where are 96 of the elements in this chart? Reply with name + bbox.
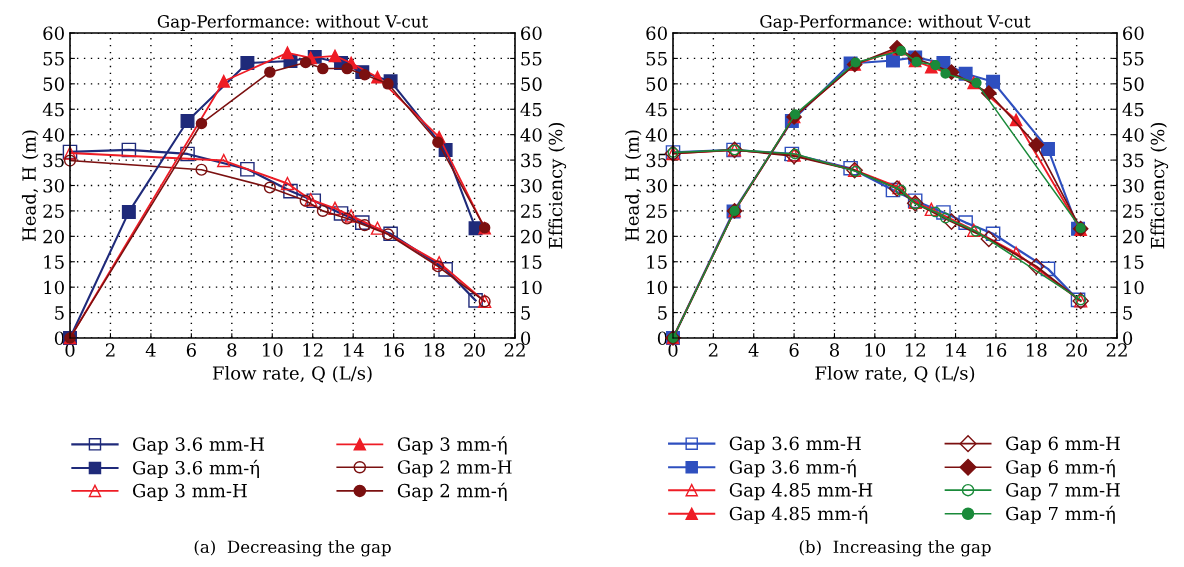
x-tick-label: 22 <box>504 343 525 357</box>
y2-tick-label: 30 <box>1123 178 1144 193</box>
y-tick-label: 55 <box>43 52 64 66</box>
x-tick-label: 18 <box>1026 343 1047 357</box>
y2-tick-label: 30 <box>521 178 542 193</box>
text: (b) Increasing the gap <box>799 540 991 557</box>
y-tick-label: 20 <box>43 229 64 244</box>
x-tick-label: 10 <box>262 343 283 357</box>
y2-tick-label: 20 <box>1123 229 1144 244</box>
y2-tick-label: 60 <box>1123 26 1144 41</box>
legend-label: Gap 2 mm-H <box>397 460 512 478</box>
y-tick-label: 35 <box>43 153 64 168</box>
y-tick-label: 15 <box>647 255 667 269</box>
y-tick-label: 60 <box>43 26 64 41</box>
y-tick-label: 30 <box>43 178 64 193</box>
legend-label: Gap 3.6 mm-ή <box>729 459 856 478</box>
chart-title: Gap-Performance: without V-cut <box>157 14 429 31</box>
y-tick-label: 5 <box>658 306 667 320</box>
legend-label: Gap 2 mm-ή <box>397 482 507 501</box>
x-tick-label: 4 <box>145 343 156 357</box>
x-tick-label: 16 <box>986 343 1007 357</box>
y-tick-label: 5 <box>55 306 64 320</box>
x-tick-label: 20 <box>1066 343 1087 357</box>
legend-label: Gap 3 mm-ή <box>397 436 507 455</box>
x-tick-label: 10 <box>865 343 886 357</box>
legend-label: Gap 3.6 mm-H <box>132 437 264 455</box>
y-tick-label: 20 <box>646 229 667 244</box>
y2-tick-label: 35 <box>1123 153 1144 168</box>
y2-tick-label: 10 <box>1124 280 1144 295</box>
y-tick-label: 30 <box>646 178 667 193</box>
y-tick-label: 10 <box>44 280 64 295</box>
x-tick-label: 8 <box>829 343 839 357</box>
y2-tick-label: 25 <box>1123 204 1144 219</box>
y2-tick-label: 0 <box>1123 331 1133 346</box>
x-tick-label: 16 <box>384 343 404 357</box>
y-tick-label: 50 <box>646 77 667 91</box>
x-tick-label: 14 <box>946 343 967 357</box>
y-tick-label: 40 <box>42 128 64 142</box>
y-tick-label: 60 <box>646 26 667 41</box>
x-tick-label: 20 <box>464 343 485 357</box>
legend-label: Gap 6 mm-H <box>1006 436 1120 454</box>
y2-tick-label: 40 <box>520 128 542 142</box>
y2-axis-title: Efficiency (%) <box>548 123 567 249</box>
x-tick-label: 2 <box>105 343 115 357</box>
y2-tick-label: 55 <box>521 52 542 66</box>
x-tick-label: 6 <box>186 343 196 357</box>
y-tick-label: 15 <box>44 255 64 269</box>
text: (a) Decreasing the gap <box>194 540 391 557</box>
y-tick-label: 40 <box>645 128 667 142</box>
y2-tick-label: 5 <box>1123 306 1132 320</box>
legend-label: Gap 4.85 mm-H <box>729 483 873 501</box>
y2-axis-title: Efficiency (%) <box>1150 123 1169 249</box>
legend-label: Gap 7 mm-H <box>1006 483 1120 501</box>
x-tick-label: 22 <box>1106 343 1127 357</box>
y-tick-label: 55 <box>646 52 667 66</box>
y2-tick-label: 15 <box>1124 255 1144 269</box>
y2-tick-label: 40 <box>1122 128 1144 142</box>
y2-tick-label: 0 <box>521 331 531 346</box>
y-tick-label: 10 <box>647 280 667 295</box>
legend-label: Gap 3.6 mm-ή <box>132 459 259 479</box>
y-tick-label: 45 <box>645 102 667 117</box>
y-tick-label: 50 <box>43 77 64 91</box>
x-axis-title: Flow rate, Q (L/s) <box>815 365 975 383</box>
y2-tick-label: 5 <box>521 306 530 320</box>
y2-tick-label: 55 <box>1123 52 1144 66</box>
x-tick-label: 2 <box>708 343 718 357</box>
y2-tick-label: 60 <box>521 26 542 41</box>
y2-tick-label: 50 <box>1123 77 1144 91</box>
legend-label: Gap 3 mm-H <box>132 483 247 501</box>
legend-label: Gap 3.6 mm-H <box>729 436 861 454</box>
x-tick-label: 4 <box>748 343 759 357</box>
y-axis-title: Head, H (m) <box>21 130 39 241</box>
legend-label: Gap 7 mm-ή <box>1006 505 1115 524</box>
y2-tick-label: 45 <box>520 102 542 117</box>
x-tick-label: 14 <box>343 343 364 357</box>
y2-tick-label: 20 <box>521 229 542 244</box>
x-tick-label: 12 <box>303 343 323 357</box>
x-tick-label: 12 <box>905 343 925 357</box>
chart-title: Gap-Performance: without V-cut <box>760 14 1031 31</box>
x-tick-label: 18 <box>424 343 445 357</box>
x-tick-label: 8 <box>227 343 237 357</box>
legend-label: Gap 4.85 mm-ή <box>729 505 868 524</box>
y-tick-label: 25 <box>646 204 667 219</box>
y2-tick-label: 25 <box>521 204 542 219</box>
y2-tick-label: 50 <box>521 77 542 91</box>
x-axis-title: Flow rate, Q (L/s) <box>212 365 372 383</box>
y2-tick-label: 35 <box>521 153 542 168</box>
y-tick-label: 45 <box>42 102 64 117</box>
x-tick-label: 6 <box>789 343 799 357</box>
y-tick-label: 25 <box>43 204 64 219</box>
legend-label: Gap 6 mm-ή <box>1006 459 1115 478</box>
y-tick-label: 35 <box>646 153 667 168</box>
y2-tick-label: 10 <box>522 280 542 295</box>
y-axis-title: Head, H (m) <box>624 130 642 241</box>
y2-tick-label: 45 <box>1122 102 1144 117</box>
y2-tick-label: 15 <box>522 255 542 269</box>
